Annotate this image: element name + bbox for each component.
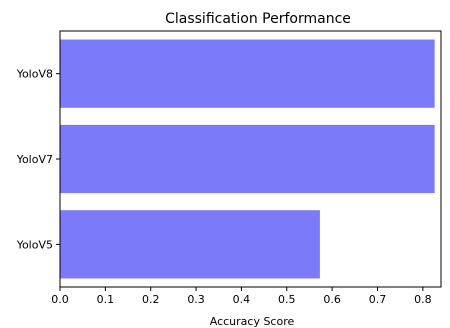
y-axis-ticks: YoloV5 YoloV7 YoloV8 [16,68,60,251]
x-axis-label: Accuracy Score [210,315,295,328]
x-tick-label: 0.7 [369,293,387,306]
x-tick-label: 0.8 [414,293,432,306]
x-tick-label: 0.4 [233,293,251,306]
x-axis-ticks: 0.0 0.1 0.2 0.3 0.4 0.5 0.6 0.7 0.8 [51,287,432,306]
x-tick-label: 0.2 [142,293,160,306]
plot-frame [59,30,442,288]
bar-yolov7 [60,124,435,194]
x-tick-label: 0.5 [278,293,296,306]
bar-yolov5 [60,210,320,279]
x-tick-label: 0.1 [97,293,115,306]
x-tick-label: 0.0 [51,293,69,306]
bars-group [60,39,435,279]
chart-title: Classification Performance [165,11,351,27]
x-tick-label: 0.6 [323,293,341,306]
x-tick-label: 0.3 [187,293,205,306]
y-tick-label: YoloV8 [16,68,53,81]
y-tick-label: YoloV7 [16,153,53,166]
y-tick-label: YoloV5 [16,238,53,251]
bar-yolov8 [60,39,435,108]
